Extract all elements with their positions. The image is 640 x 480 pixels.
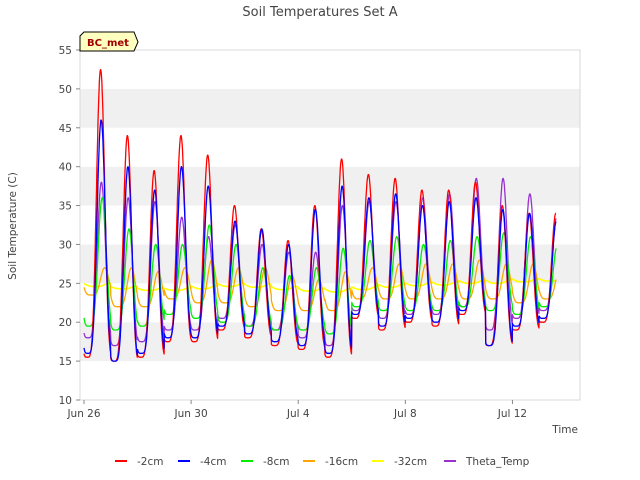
y-tick-label: 20	[59, 317, 72, 329]
y-tick-label: 55	[59, 45, 72, 57]
x-tick-label: Jun 26	[66, 408, 100, 420]
grid-band	[80, 361, 580, 400]
plot-frame	[79, 49, 581, 401]
y-tick-label: 45	[59, 123, 72, 135]
grid-band	[80, 166, 580, 206]
x-axis-label: Time	[551, 424, 578, 436]
x-tick-label: Jul 4	[286, 408, 310, 420]
y-axis: 10 15 20 25 30 35 40 45 50 55	[59, 45, 80, 407]
site-badge: BC_met	[79, 31, 139, 52]
x-tick-label: Jun 30	[174, 408, 208, 420]
site-badge-shape	[79, 31, 139, 52]
grid-band	[80, 244, 580, 284]
y-tick-label: 30	[59, 239, 72, 251]
y-tick-label: 35	[59, 201, 72, 213]
x-axis: Jun 26 Jun 30 Jul 4 Jul 8 Jul 12	[66, 400, 527, 420]
legend-label: -32cm	[394, 456, 427, 468]
grid-band	[80, 322, 580, 362]
grid-band	[80, 205, 580, 245]
legend-label: -16cm	[325, 456, 358, 468]
series-line	[83, 119, 557, 362]
plot-area	[79, 49, 581, 401]
legend: -2cm -4cm -8cm -16cm -32cm Theta_Temp	[115, 456, 530, 468]
y-axis-label: Soil Temperature (C)	[7, 172, 19, 280]
y-tick-label: 25	[59, 278, 72, 290]
grid-band	[80, 127, 580, 167]
chart-title: Soil Temperatures Set A	[242, 5, 397, 20]
legend-label: -4cm	[200, 456, 226, 468]
y-tick-label: 40	[59, 162, 72, 174]
grid-band	[80, 50, 580, 89]
legend-label: Theta_Temp	[465, 456, 530, 468]
x-tick-label: Jul 12	[497, 408, 527, 420]
legend-label: -8cm	[263, 456, 289, 468]
y-tick-label: 10	[59, 395, 72, 407]
y-tick-label: 15	[59, 356, 72, 368]
series-lines	[83, 68, 557, 362]
grid-band	[80, 88, 580, 128]
x-tick-label: Jul 8	[393, 408, 417, 420]
legend-label: -2cm	[137, 456, 163, 468]
y-tick-label: 50	[59, 84, 72, 96]
site-badge-label: BC_met	[87, 38, 129, 49]
